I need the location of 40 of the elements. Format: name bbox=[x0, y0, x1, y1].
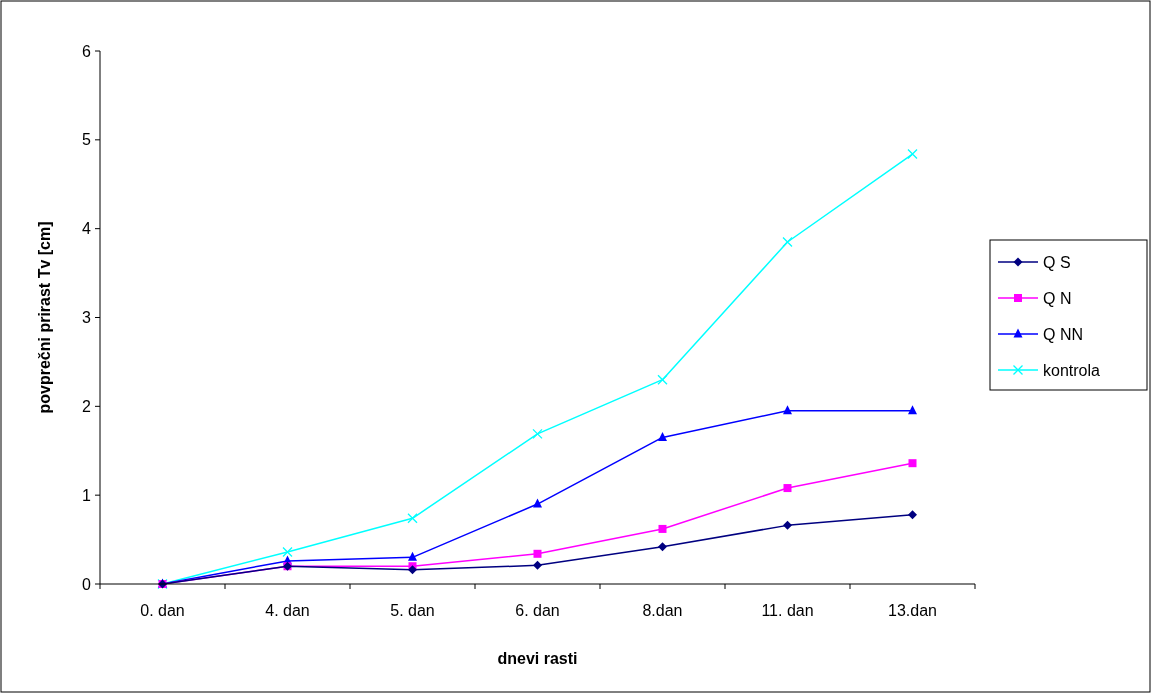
y-axis-title: povprečni prirast Tv [cm] bbox=[36, 221, 53, 414]
x-tick-label: 13.dan bbox=[888, 602, 937, 619]
point bbox=[407, 513, 418, 524]
point bbox=[533, 560, 542, 570]
point bbox=[533, 549, 542, 558]
point bbox=[657, 374, 668, 385]
x-tick-label: 4. dan bbox=[265, 602, 310, 619]
point bbox=[907, 148, 918, 160]
y-tick-label: 3 bbox=[82, 309, 92, 327]
point bbox=[408, 565, 417, 575]
x-tick-label: 5. dan bbox=[390, 602, 435, 619]
x-tick-label: 0. dan bbox=[140, 602, 185, 619]
point bbox=[658, 431, 667, 441]
point bbox=[908, 405, 917, 415]
point bbox=[908, 459, 917, 468]
point bbox=[282, 546, 293, 558]
y-tick-label: 0 bbox=[82, 575, 92, 593]
legend-label: Q N bbox=[1043, 289, 1072, 307]
legend-label: kontrola bbox=[1043, 361, 1101, 379]
x-tick-label: 11. dan bbox=[761, 602, 814, 619]
legend-label: Q S bbox=[1043, 253, 1071, 271]
point bbox=[782, 236, 793, 248]
y-tick-label: 2 bbox=[82, 397, 92, 415]
point bbox=[532, 428, 543, 440]
point bbox=[658, 524, 667, 533]
y-tick-label: 6 bbox=[82, 42, 92, 60]
x-tick-label: 6. dan bbox=[515, 602, 560, 619]
point bbox=[533, 498, 542, 508]
y-tick-label: 4 bbox=[82, 220, 92, 238]
point bbox=[783, 484, 792, 493]
y-tick-label: 5 bbox=[82, 131, 92, 149]
point bbox=[783, 405, 792, 415]
point bbox=[783, 520, 792, 530]
legend-label: Q NN bbox=[1043, 325, 1083, 343]
x-tick-label: 8.dan bbox=[642, 602, 683, 619]
x-axis-title: dnevi rasti bbox=[497, 650, 578, 667]
point bbox=[908, 510, 917, 520]
point bbox=[658, 542, 667, 552]
y-tick-label: 1 bbox=[82, 486, 92, 504]
point bbox=[408, 551, 417, 561]
